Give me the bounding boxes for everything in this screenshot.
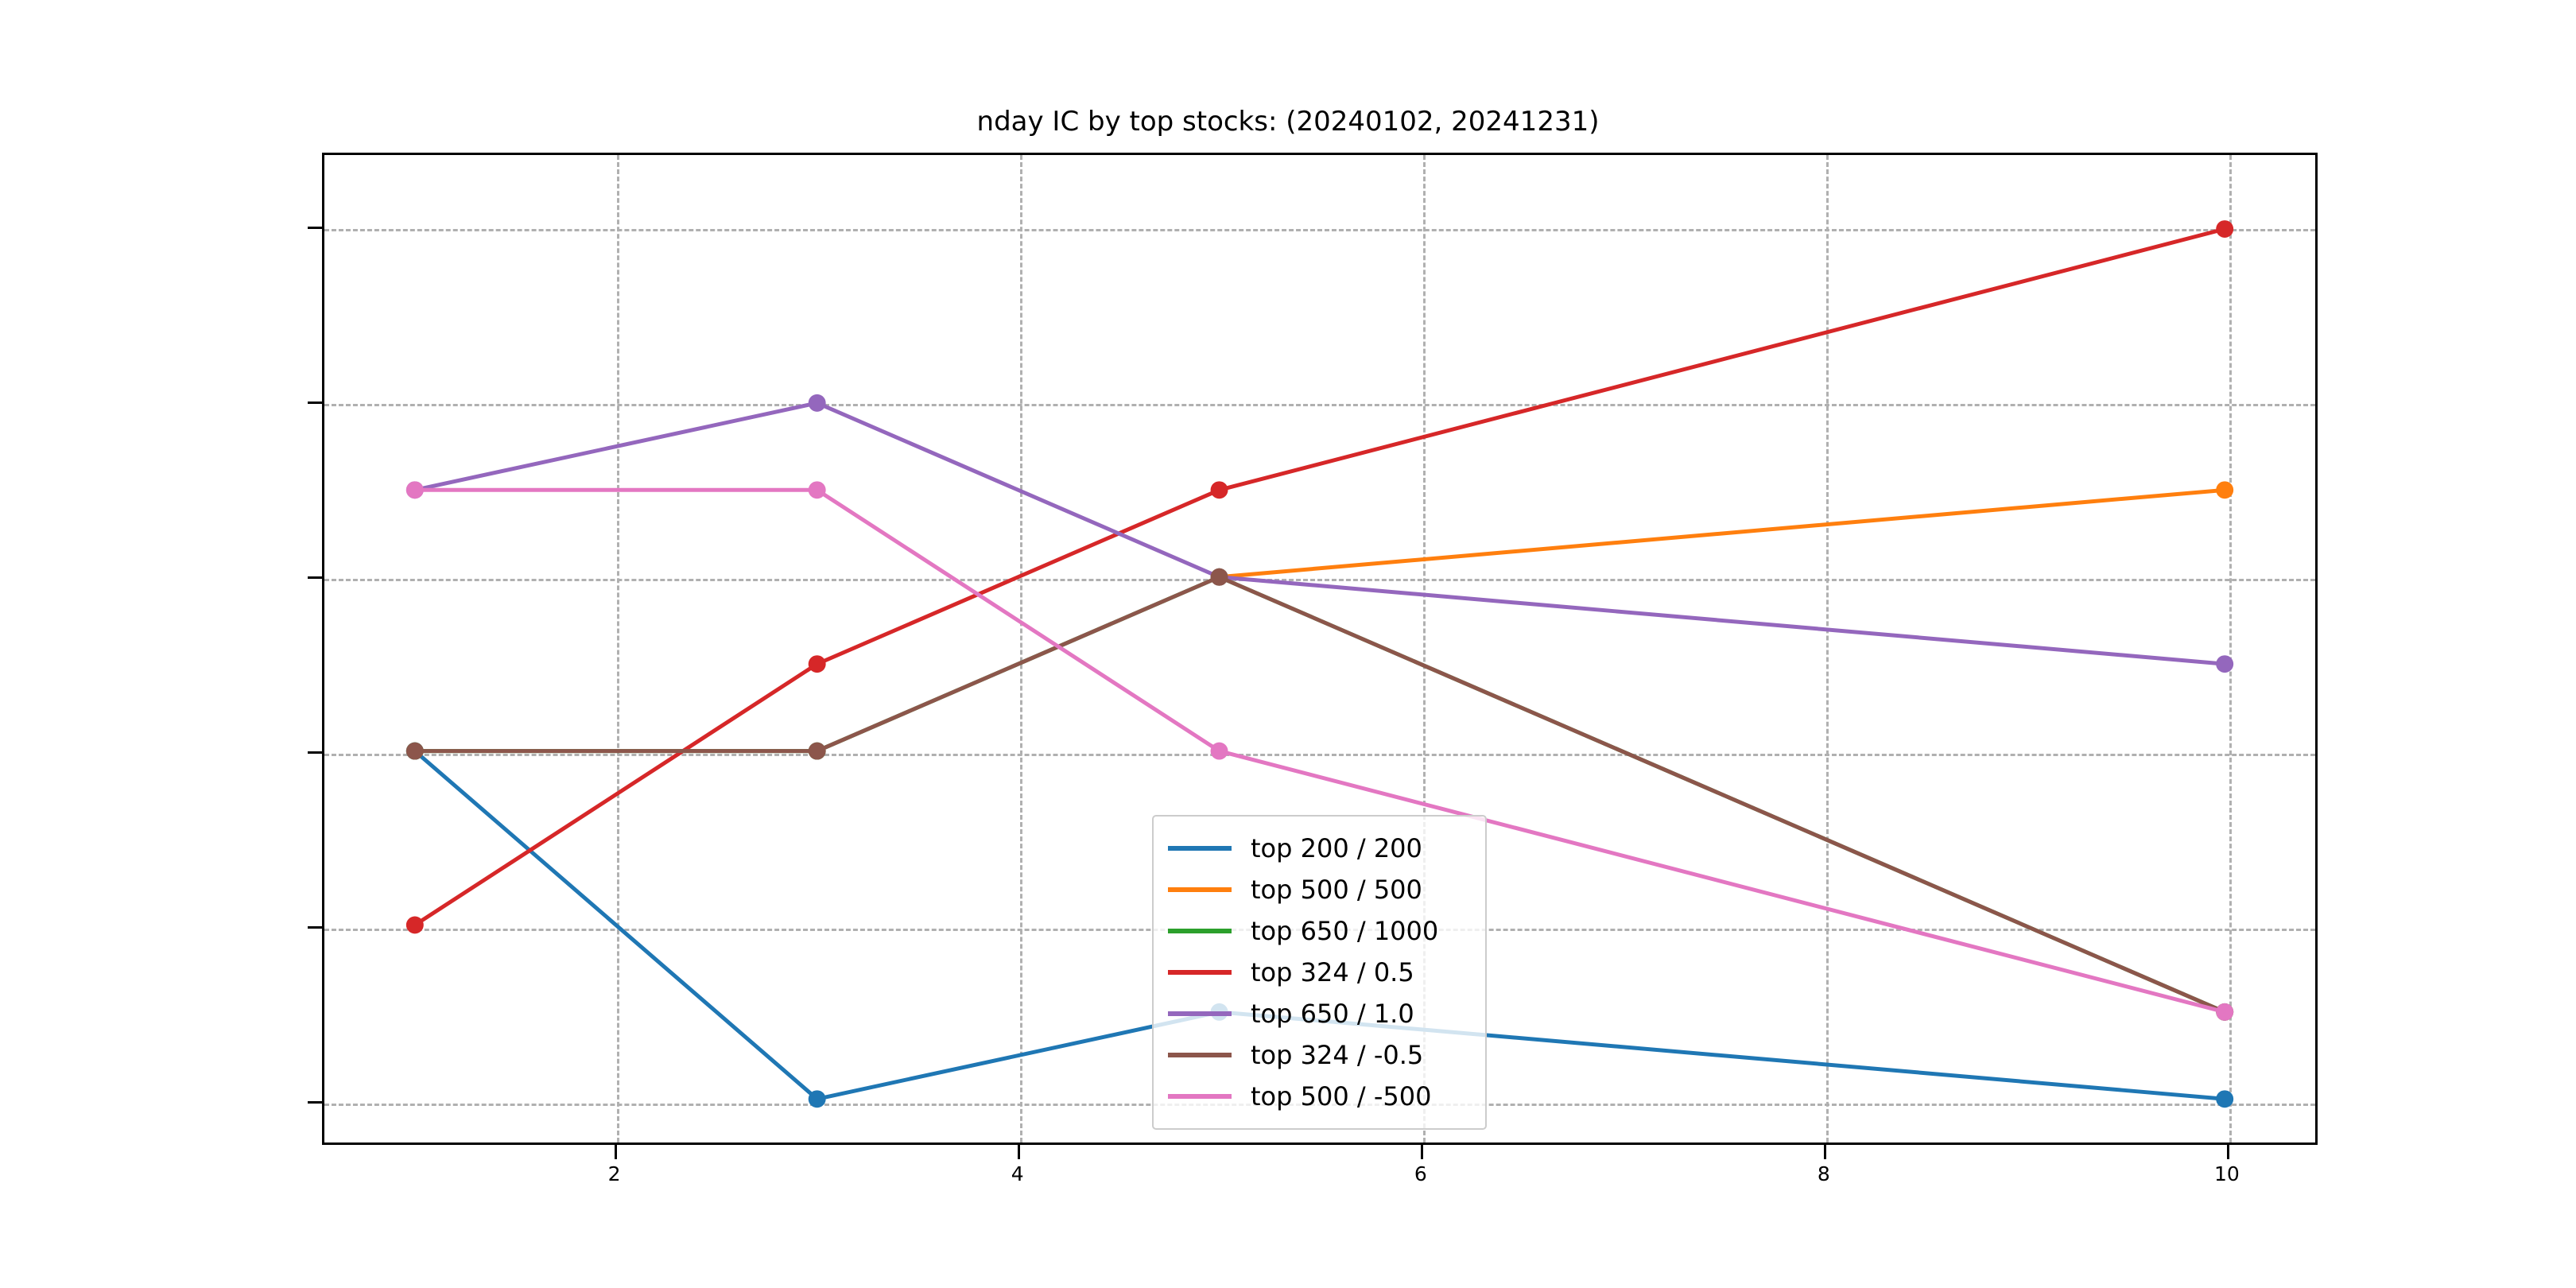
x-axis-tick-mark xyxy=(1017,1145,1020,1159)
legend-color-swatch xyxy=(1168,929,1232,933)
legend-item-label: top 200 / 200 xyxy=(1251,833,1422,863)
y-axis-tick-mark xyxy=(308,576,322,580)
series-line xyxy=(413,487,2227,1014)
x-axis-tick-label: 8 xyxy=(1817,1162,1830,1185)
legend-item[interactable]: top 650 / 1000 xyxy=(1168,910,1471,952)
series-top-500-500 xyxy=(1210,481,2234,586)
data-point-marker xyxy=(808,481,826,499)
legend-item[interactable]: top 200 / 200 xyxy=(1168,828,1471,869)
data-point-marker xyxy=(2216,220,2234,238)
gridline-vertical xyxy=(2229,155,2232,1143)
x-axis-tick-mark xyxy=(1420,1145,1423,1159)
gridline-vertical xyxy=(1019,155,1022,1143)
legend-color-swatch xyxy=(1168,1011,1232,1016)
x-axis-tick-mark xyxy=(2226,1145,2229,1159)
series-top-324-0-5 xyxy=(405,220,2234,934)
gridline-horizontal xyxy=(324,754,2315,757)
series-top-500-500 xyxy=(405,481,2234,1021)
data-point-marker xyxy=(808,1090,826,1108)
data-point-marker xyxy=(405,742,424,760)
gridline-horizontal xyxy=(324,229,2315,232)
data-point-marker xyxy=(1210,481,1228,499)
chart-legend[interactable]: top 200 / 200 top 500 / 500 top 650 / 1000… xyxy=(1152,815,1487,1130)
series-line xyxy=(413,749,2227,1101)
legend-item-label: top 324 / 0.5 xyxy=(1251,957,1414,987)
data-point-marker xyxy=(1210,742,1228,760)
legend-color-swatch xyxy=(1168,1053,1232,1057)
data-point-marker xyxy=(405,481,424,499)
data-point-marker xyxy=(808,655,826,673)
gridline-horizontal xyxy=(324,579,2315,582)
legend-color-swatch xyxy=(1168,846,1232,851)
data-point-marker xyxy=(2216,655,2234,673)
data-point-marker xyxy=(1210,568,1228,586)
series-line xyxy=(1217,487,2227,580)
data-point-marker xyxy=(2216,1090,2234,1108)
series-top-650-1-0 xyxy=(405,394,2234,673)
x-axis-tick-mark xyxy=(1823,1145,1826,1159)
y-axis-tick-mark xyxy=(308,926,322,929)
legend-item-label: top 500 / -500 xyxy=(1251,1081,1432,1111)
legend-item-label: top 650 / 1000 xyxy=(1251,916,1439,946)
legend-color-swatch xyxy=(1168,887,1232,892)
x-axis-tick-label: 10 xyxy=(2214,1162,2240,1185)
data-series-layer xyxy=(405,220,2234,1108)
x-axis-tick-label: 4 xyxy=(1011,1162,1024,1185)
y-axis-tick-mark xyxy=(308,1101,322,1104)
series-line xyxy=(413,401,2227,666)
data-point-marker xyxy=(405,916,424,934)
gridline-vertical xyxy=(1422,155,1426,1143)
legend-item[interactable]: top 500 / 500 xyxy=(1168,869,1471,910)
legend-color-swatch xyxy=(1168,970,1232,975)
legend-color-swatch xyxy=(1168,1094,1232,1099)
legend-item[interactable]: top 324 / -0.5 xyxy=(1168,1034,1471,1076)
data-point-marker xyxy=(808,394,826,412)
y-axis-tick-mark xyxy=(308,402,322,405)
legend-item-label: top 650 / 1.0 xyxy=(1251,999,1414,1029)
legend-item[interactable]: top 324 / 0.5 xyxy=(1168,952,1471,993)
legend-item-label: top 500 / 500 xyxy=(1251,875,1422,905)
y-axis-tick-mark xyxy=(308,751,322,755)
legend-item-label: top 324 / -0.5 xyxy=(1251,1040,1424,1070)
x-axis-tick-mark xyxy=(614,1145,617,1159)
legend-item[interactable]: top 500 / -500 xyxy=(1168,1076,1471,1117)
legend-item[interactable]: top 650 / 1.0 xyxy=(1168,993,1471,1034)
gridline-vertical xyxy=(616,155,619,1143)
gridline-vertical xyxy=(1825,155,1829,1143)
data-point-marker xyxy=(808,742,826,760)
series-line xyxy=(413,575,2227,1014)
data-point-marker xyxy=(2216,481,2234,499)
gridline-horizontal xyxy=(324,404,2315,407)
page-title: nday IC by top stocks: (20240102, 202412… xyxy=(976,106,1600,138)
x-axis-tick-label: 2 xyxy=(607,1162,621,1185)
x-axis-tick-label: 6 xyxy=(1414,1162,1427,1185)
y-axis-tick-mark xyxy=(308,227,322,230)
data-point-marker xyxy=(2216,1003,2234,1021)
series-line xyxy=(413,227,2227,927)
